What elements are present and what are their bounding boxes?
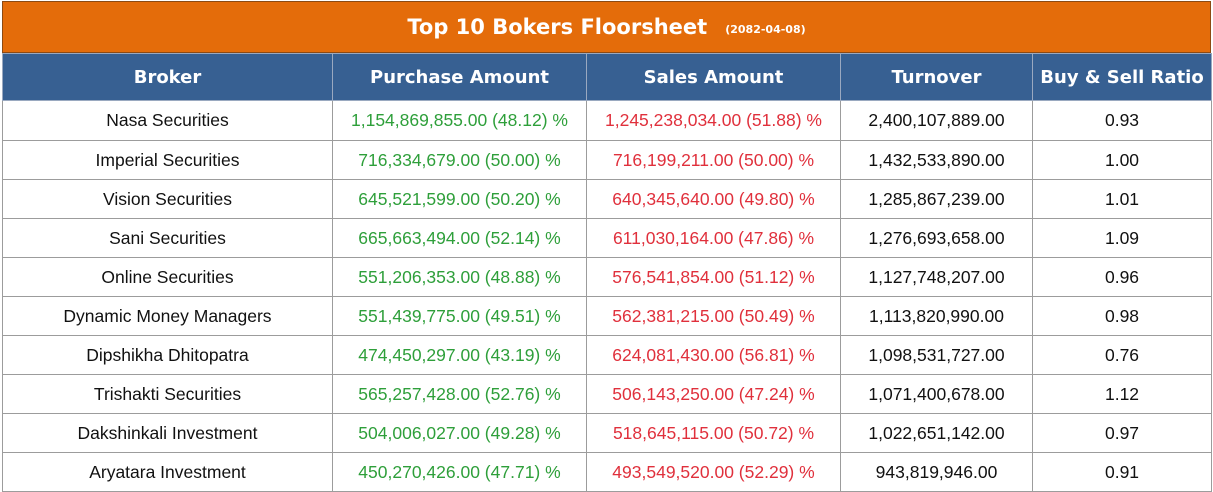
- header-turnover: Turnover: [840, 53, 1033, 101]
- cell-purchase-amount: 1,154,869,855.00 (48.12) %: [332, 100, 587, 141]
- cell-broker: Trishakti Securities: [2, 374, 333, 414]
- header-purchase-amount: Purchase Amount: [332, 53, 587, 101]
- header-sales-amount: Sales Amount: [586, 53, 841, 101]
- cell-buy-sell-ratio: 1.01: [1032, 179, 1212, 219]
- cell-purchase-amount: 665,663,494.00 (52.14) %: [332, 218, 587, 258]
- cell-buy-sell-ratio: 1.09: [1032, 218, 1212, 258]
- table-body: Nasa Securities 1,154,869,855.00 (48.12) …: [2, 100, 1212, 492]
- floorsheet-table: Broker Purchase Amount Sales Amount Turn…: [2, 53, 1212, 492]
- cell-sales-amount: 576,541,854.00 (51.12) %: [586, 257, 841, 297]
- cell-sales-amount: 624,081,430.00 (56.81) %: [586, 335, 841, 375]
- cell-turnover: 2,400,107,889.00: [840, 100, 1033, 141]
- cell-sales-amount: 506,143,250.00 (47.24) %: [586, 374, 841, 414]
- cell-buy-sell-ratio: 0.76: [1032, 335, 1212, 375]
- cell-sales-amount: 716,199,211.00 (50.00) %: [586, 140, 841, 180]
- cell-broker: Dakshinkali Investment: [2, 413, 333, 453]
- cell-purchase-amount: 504,006,027.00 (49.28) %: [332, 413, 587, 453]
- cell-broker: Sani Securities: [2, 218, 333, 258]
- table-title: Top 10 Bokers Floorsheet: [407, 15, 708, 39]
- cell-buy-sell-ratio: 0.98: [1032, 296, 1212, 336]
- cell-broker: Imperial Securities: [2, 140, 333, 180]
- cell-broker: Dynamic Money Managers: [2, 296, 333, 336]
- header-buy-sell-ratio: Buy & Sell Ratio: [1032, 53, 1212, 101]
- cell-buy-sell-ratio: 0.96: [1032, 257, 1212, 297]
- cell-turnover: 1,285,867,239.00: [840, 179, 1033, 219]
- cell-purchase-amount: 645,521,599.00 (50.20) %: [332, 179, 587, 219]
- table-row: Imperial Securities 716,334,679.00 (50.00…: [2, 140, 1212, 180]
- cell-buy-sell-ratio: 0.97: [1032, 413, 1212, 453]
- cell-buy-sell-ratio: 0.93: [1032, 100, 1212, 141]
- cell-broker: Vision Securities: [2, 179, 333, 219]
- cell-buy-sell-ratio: 1.00: [1032, 140, 1212, 180]
- table-date: (2082-04-08): [725, 22, 806, 36]
- table-row: Nasa Securities 1,154,869,855.00 (48.12) …: [2, 100, 1212, 141]
- cell-broker: Nasa Securities: [2, 100, 333, 141]
- cell-turnover: 1,127,748,207.00: [840, 257, 1033, 297]
- cell-broker: Online Securities: [2, 257, 333, 297]
- cell-sales-amount: 640,345,640.00 (49.80) %: [586, 179, 841, 219]
- header-row: Broker Purchase Amount Sales Amount Turn…: [2, 53, 1212, 101]
- cell-sales-amount: 1,245,238,034.00 (51.88) %: [586, 100, 841, 141]
- table-row: Sani Securities 665,663,494.00 (52.14) % 6…: [2, 218, 1212, 258]
- table-row: Trishakti Securities 565,257,428.00 (52.7…: [2, 374, 1212, 414]
- title-bar: Top 10 Bokers Floorsheet (2082-04-08): [2, 1, 1211, 53]
- cell-buy-sell-ratio: 1.12: [1032, 374, 1212, 414]
- cell-turnover: 1,098,531,727.00: [840, 335, 1033, 375]
- table-row: Vision Securities 645,521,599.00 (50.20) …: [2, 179, 1212, 219]
- cell-buy-sell-ratio: 0.91: [1032, 452, 1212, 492]
- cell-turnover: 1,432,533,890.00: [840, 140, 1033, 180]
- cell-purchase-amount: 716,334,679.00 (50.00) %: [332, 140, 587, 180]
- cell-sales-amount: 493,549,520.00 (52.29) %: [586, 452, 841, 492]
- cell-purchase-amount: 551,206,353.00 (48.88) %: [332, 257, 587, 297]
- table-row: Online Securities 551,206,353.00 (48.88) …: [2, 257, 1212, 297]
- cell-turnover: 1,071,400,678.00: [840, 374, 1033, 414]
- cell-broker: Aryatara Investment: [2, 452, 333, 492]
- cell-purchase-amount: 474,450,297.00 (43.19) %: [332, 335, 587, 375]
- cell-turnover: 943,819,946.00: [840, 452, 1033, 492]
- cell-sales-amount: 611,030,164.00 (47.86) %: [586, 218, 841, 258]
- table-row: Dipshikha Dhitopatra 474,450,297.00 (43.1…: [2, 335, 1212, 375]
- cell-broker: Dipshikha Dhitopatra: [2, 335, 333, 375]
- cell-sales-amount: 562,381,215.00 (50.49) %: [586, 296, 841, 336]
- header-broker: Broker: [2, 53, 333, 101]
- table-row: Aryatara Investment 450,270,426.00 (47.71…: [2, 452, 1212, 492]
- cell-purchase-amount: 450,270,426.00 (47.71) %: [332, 452, 587, 492]
- cell-purchase-amount: 565,257,428.00 (52.76) %: [332, 374, 587, 414]
- table-row: Dynamic Money Managers 551,439,775.00 (49…: [2, 296, 1212, 336]
- cell-turnover: 1,022,651,142.00: [840, 413, 1033, 453]
- cell-purchase-amount: 551,439,775.00 (49.51) %: [332, 296, 587, 336]
- cell-sales-amount: 518,645,115.00 (50.72) %: [586, 413, 841, 453]
- cell-turnover: 1,276,693,658.00: [840, 218, 1033, 258]
- cell-turnover: 1,113,820,990.00: [840, 296, 1033, 336]
- table-row: Dakshinkali Investment 504,006,027.00 (49…: [2, 413, 1212, 453]
